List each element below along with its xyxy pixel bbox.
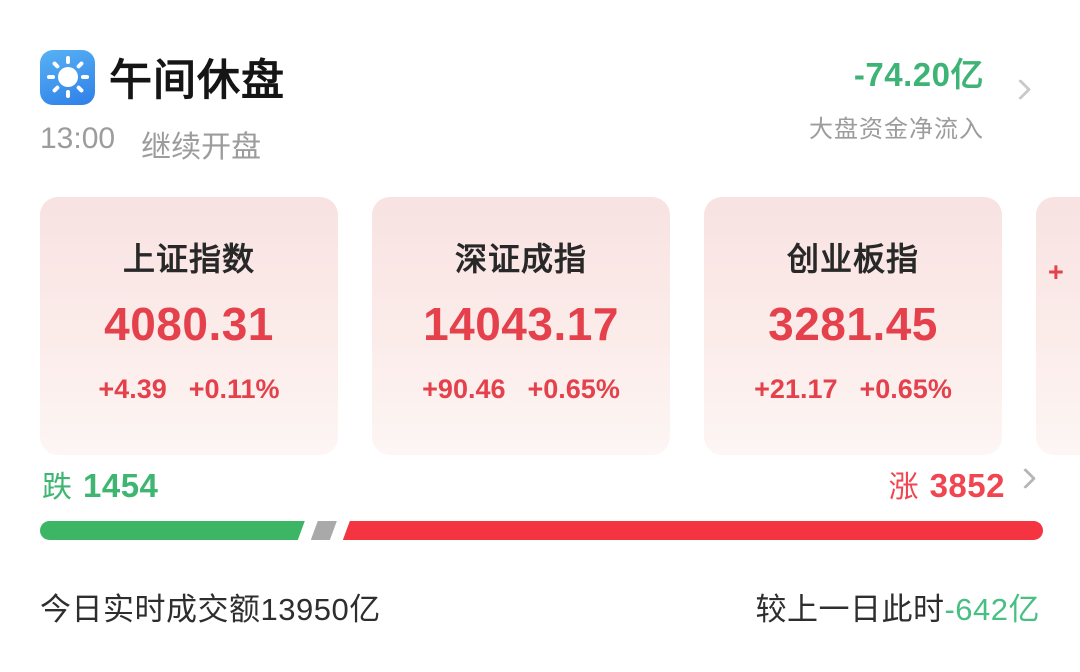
reopen-label: 继续开盘: [141, 131, 262, 164]
index-name: 深证成指: [454, 241, 587, 277]
sun-icon: [40, 49, 95, 105]
index-change: +4.39: [98, 374, 167, 404]
net-flow-value: -74.20亿: [853, 56, 984, 93]
index-cards-row: 上证指数 4080.31 +4.39 +0.11% 深证成指 14043.17 …: [40, 197, 1080, 455]
compare-value: -642亿: [944, 592, 1040, 627]
breadth-bar-down: [40, 521, 305, 540]
net-flow-label: 大盘资金净流入: [809, 116, 984, 143]
index-change-pct: +0.65%: [527, 374, 620, 404]
index-value: 4080.31: [104, 298, 274, 350]
decliners-label: 跌: [42, 471, 72, 504]
index-change-pct: +0.11%: [188, 374, 280, 404]
index-change-pct: +0.65%: [859, 374, 952, 404]
index-card-shanghai[interactable]: 上证指数 4080.31 +4.39 +0.11%: [40, 197, 338, 455]
decliners-count: 跌 1454: [42, 462, 158, 506]
index-change: +: [1048, 257, 1064, 287]
index-card-shenzhen[interactable]: 深证成指 14043.17 +90.46 +0.65%: [372, 197, 670, 455]
reopen-time: 13:00: [40, 122, 116, 155]
index-value: 3281.45: [768, 298, 938, 350]
decliners-number: 1454: [83, 467, 159, 504]
index-name: 创业板指: [786, 241, 919, 277]
header-left: 午间休盘 13:00 继续开盘: [40, 46, 285, 166]
index-card-chinext[interactable]: 创业板指 3281.45 +21.17 +0.65%: [704, 197, 1002, 455]
breadth-bar: [40, 521, 1043, 540]
index-change: +21.17: [754, 374, 838, 404]
index-value: 14043.17: [423, 298, 619, 350]
advancers-count: 涨 3852: [889, 462, 1005, 506]
net-flow-summary[interactable]: -74.20亿 大盘资金净流入: [809, 48, 984, 144]
compare-label: 较上一日此时: [755, 592, 945, 627]
page-title: 午间休盘: [109, 57, 285, 105]
chevron-right-icon[interactable]: [1014, 467, 1037, 490]
index-change: +90.46: [422, 374, 506, 404]
turnover-value: 13950亿: [260, 592, 381, 627]
index-name: 上证指数: [122, 241, 255, 277]
index-card-partial[interactable]: +: [1036, 197, 1080, 455]
advancers-number: 3852: [929, 467, 1005, 504]
advancers-label: 涨: [888, 471, 919, 504]
breadth-bar-flat: [311, 521, 337, 540]
turnover-compare-text: 较上一日此时-642亿: [755, 584, 1040, 629]
turnover-text: 今日实时成交额13950亿: [40, 584, 381, 629]
breadth-bar-up: [342, 521, 1043, 540]
turnover-label: 今日实时成交额: [40, 592, 261, 627]
chevron-right-icon[interactable]: [1009, 78, 1032, 101]
